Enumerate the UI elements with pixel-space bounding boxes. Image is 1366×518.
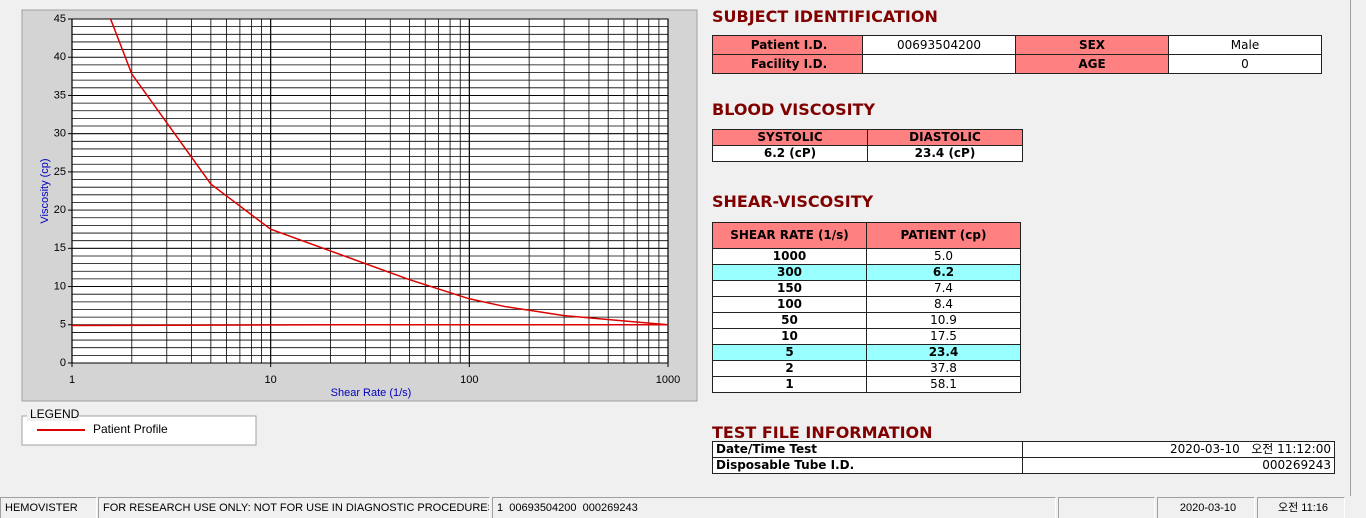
- legend-title-bg: [27, 409, 79, 421]
- x-tick-label: 10: [265, 374, 277, 386]
- chart: Viscosity (cp) Shear Rate (1/s) LEGEND 0…: [21, 9, 698, 446]
- field-value: 00693504200: [862, 35, 1016, 55]
- table-cell: 300: [712, 264, 867, 281]
- table-cell: 150: [712, 280, 867, 297]
- field-label: SEX: [1015, 35, 1169, 55]
- y-tick-label: 10: [54, 280, 66, 292]
- data-line: [109, 19, 668, 326]
- section-title: SHEAR-VISCOSITY: [712, 192, 874, 211]
- table-header: PATIENT (cp): [866, 222, 1021, 249]
- y-tick-label: 30: [54, 128, 66, 140]
- y-tick-label: 20: [54, 204, 66, 216]
- table-cell: 37.8: [866, 360, 1021, 377]
- table-cell: 1: [712, 376, 867, 393]
- y-tick-label: 5: [60, 319, 66, 331]
- table-cell: 23.4: [866, 344, 1021, 361]
- field-label: AGE: [1015, 54, 1169, 74]
- field-label: Facility I.D.: [712, 54, 866, 74]
- status-segment: [1058, 497, 1155, 518]
- table-cell: 10: [712, 328, 867, 345]
- x-tick-label: 1000: [656, 374, 680, 386]
- info-value: 2020-03-10 오전 11:12:00: [1022, 441, 1335, 458]
- table-header: SYSTOLIC: [712, 129, 868, 146]
- table-value: 23.4 (cP): [867, 145, 1023, 162]
- y-tick-label: 40: [54, 51, 66, 63]
- y-tick-label: 0: [60, 357, 66, 369]
- table-cell: 17.5: [866, 328, 1021, 345]
- plot-area: [72, 19, 668, 363]
- scrollbar-edge: [1350, 0, 1351, 496]
- data-line: [72, 324, 668, 327]
- legend-label: Patient Profile: [93, 422, 168, 436]
- y-axis-label: Viscosity (cp): [39, 158, 51, 223]
- table-cell: 6.2: [866, 264, 1021, 281]
- table-cell: 5.0: [866, 248, 1021, 265]
- status-segment: 2020-03-10: [1157, 497, 1255, 518]
- x-tick-label: 100: [460, 374, 478, 386]
- y-tick-label: 15: [54, 242, 66, 254]
- table-cell: 1000: [712, 248, 867, 265]
- x-tick-label: 1: [69, 374, 75, 386]
- section-title: SUBJECT IDENTIFICATION: [712, 7, 938, 26]
- table-cell: 7.4: [866, 280, 1021, 297]
- status-segment: FOR RESEARCH USE ONLY: NOT FOR USE IN DI…: [98, 497, 490, 518]
- table-cell: 5: [712, 344, 867, 361]
- table-value: 6.2 (cP): [712, 145, 868, 162]
- legend-title: LEGEND: [30, 407, 80, 421]
- table-cell: 8.4: [866, 296, 1021, 313]
- status-segment: HEMOVISTER: [0, 497, 97, 518]
- table-cell: 2: [712, 360, 867, 377]
- field-value: [862, 54, 1016, 74]
- table-cell: 10.9: [866, 312, 1021, 329]
- y-tick-label: 35: [54, 89, 66, 101]
- info-value: 000269243: [1022, 457, 1335, 474]
- table-cell: 50: [712, 312, 867, 329]
- y-tick-label: 45: [54, 13, 66, 25]
- plot-border: [71, 18, 669, 364]
- x-axis-label: Shear Rate (1/s): [331, 387, 412, 399]
- field-value: Male: [1168, 35, 1322, 55]
- table-header: DIASTOLIC: [867, 129, 1023, 146]
- info-label: Date/Time Test: [712, 441, 1023, 458]
- info-label: Disposable Tube I.D.: [712, 457, 1023, 474]
- section-title: TEST FILE INFORMATION: [712, 423, 933, 442]
- table-cell: 58.1: [866, 376, 1021, 393]
- table-header: SHEAR RATE (1/s): [712, 222, 867, 249]
- y-tick-label: 25: [54, 166, 66, 178]
- field-value: 0: [1168, 54, 1322, 74]
- status-segment: 오전 11:16: [1257, 497, 1345, 518]
- section-title: BLOOD VISCOSITY: [712, 100, 876, 119]
- table-cell: 100: [712, 296, 867, 313]
- field-label: Patient I.D.: [712, 35, 866, 55]
- status-segment: 1 00693504200 000269243: [492, 497, 1056, 518]
